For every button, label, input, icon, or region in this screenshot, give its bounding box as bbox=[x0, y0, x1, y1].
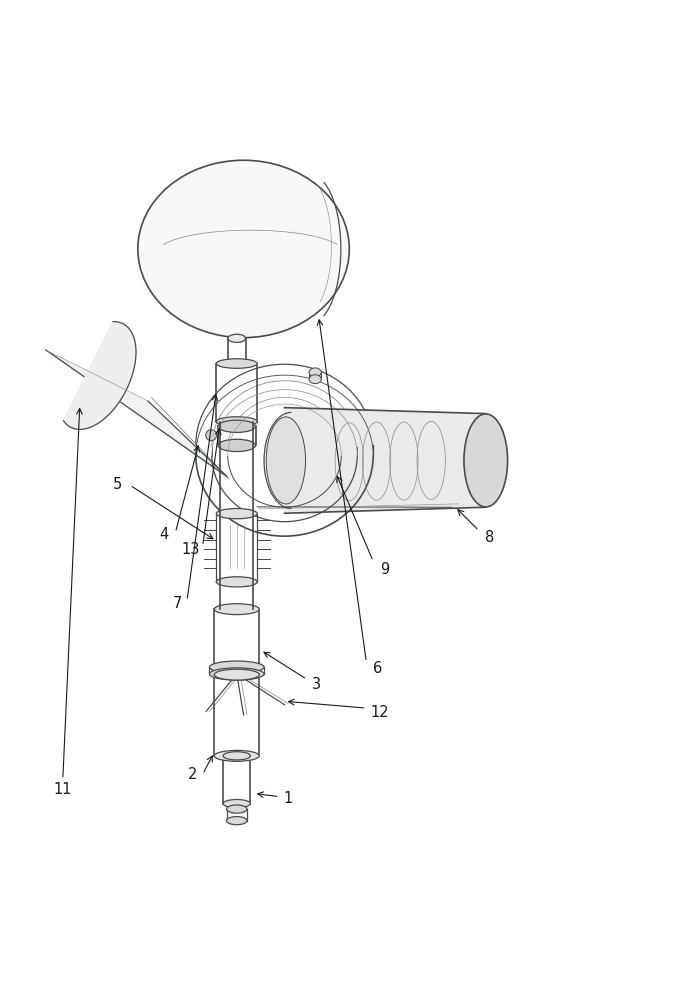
Text: 6: 6 bbox=[373, 661, 383, 676]
Text: 7: 7 bbox=[173, 596, 182, 611]
Ellipse shape bbox=[210, 668, 264, 680]
Ellipse shape bbox=[228, 334, 246, 342]
Text: 8: 8 bbox=[484, 530, 494, 545]
Ellipse shape bbox=[216, 577, 258, 587]
Text: 3: 3 bbox=[312, 677, 321, 692]
Ellipse shape bbox=[216, 359, 258, 368]
Ellipse shape bbox=[214, 604, 259, 615]
Text: 2: 2 bbox=[188, 767, 197, 782]
Ellipse shape bbox=[309, 368, 321, 377]
Polygon shape bbox=[46, 350, 227, 476]
Text: 4: 4 bbox=[159, 527, 169, 542]
Ellipse shape bbox=[223, 799, 251, 808]
Ellipse shape bbox=[227, 817, 247, 825]
Text: 5: 5 bbox=[113, 477, 122, 492]
Ellipse shape bbox=[218, 420, 256, 432]
Polygon shape bbox=[284, 408, 486, 513]
Text: 1: 1 bbox=[284, 791, 292, 806]
Ellipse shape bbox=[214, 669, 259, 680]
Ellipse shape bbox=[227, 805, 247, 813]
Ellipse shape bbox=[216, 509, 258, 519]
Ellipse shape bbox=[464, 414, 508, 507]
Ellipse shape bbox=[210, 661, 264, 673]
Ellipse shape bbox=[223, 752, 251, 760]
Ellipse shape bbox=[266, 417, 306, 504]
Text: 13: 13 bbox=[182, 542, 200, 557]
Text: 11: 11 bbox=[53, 782, 72, 797]
Text: 12: 12 bbox=[371, 705, 389, 720]
Ellipse shape bbox=[216, 417, 258, 426]
Text: 9: 9 bbox=[380, 562, 390, 577]
Ellipse shape bbox=[214, 662, 259, 673]
Ellipse shape bbox=[309, 375, 321, 384]
Polygon shape bbox=[64, 322, 136, 429]
Ellipse shape bbox=[218, 439, 256, 452]
Ellipse shape bbox=[214, 750, 259, 761]
Ellipse shape bbox=[138, 160, 349, 338]
Ellipse shape bbox=[206, 430, 216, 441]
